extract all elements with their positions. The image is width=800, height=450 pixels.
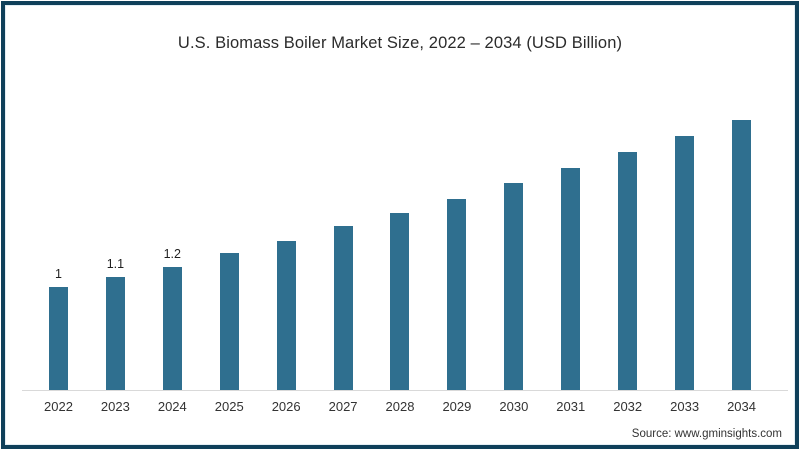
bar <box>561 168 581 390</box>
bar <box>276 241 296 390</box>
x-axis-tick-label: 2025 <box>214 399 244 414</box>
bar <box>105 277 125 390</box>
bar <box>732 120 752 390</box>
bar <box>390 213 410 390</box>
bar-column: 2030 <box>485 100 542 414</box>
bar-value-label: 1.2 <box>163 247 181 261</box>
x-axis-tick-label: 2022 <box>44 399 73 414</box>
x-axis-tick-label: 2031 <box>556 399 586 414</box>
bar-column: 2032 <box>599 100 656 414</box>
bar-column: 2025 <box>201 100 258 414</box>
x-axis-tick-label: 2023 <box>100 399 130 414</box>
bar-column: 1.1 2023 <box>87 100 144 414</box>
bar-column: 2033 <box>656 100 713 414</box>
bar-column: 2026 <box>258 100 315 414</box>
bar <box>618 152 638 390</box>
bar <box>162 267 182 390</box>
x-axis-tick-label: 2034 <box>727 399 756 414</box>
x-axis-tick-label: 2028 <box>385 399 415 414</box>
x-axis-tick-label: 2026 <box>271 399 301 414</box>
x-axis-tick-label: 2032 <box>613 399 643 414</box>
bar <box>504 183 524 390</box>
bar-column: 2028 <box>372 100 429 414</box>
bar-column: 2031 <box>542 100 599 414</box>
plot-area: 1 2022 1.1 2023 1.2 2024 2025 2026 2027 2028 2029 2… <box>30 100 770 414</box>
bar-column: 1 2022 <box>30 100 87 414</box>
bar-column: 1.2 2024 <box>144 100 201 414</box>
x-axis-tick-label: 2030 <box>499 399 529 414</box>
bar <box>333 226 353 390</box>
x-axis-tick-label: 2027 <box>328 399 358 414</box>
bar <box>447 199 467 390</box>
bar <box>675 136 695 390</box>
chart-title: U.S. Biomass Boiler Market Size, 2022 – … <box>177 34 623 52</box>
source-attribution: Source: www.gminsights.com <box>631 428 782 440</box>
x-axis-tick-label: 2029 <box>442 399 472 414</box>
bar-column: 2027 <box>315 100 372 414</box>
bar-column: 2029 <box>428 100 485 414</box>
bar-value-label: 1 <box>54 267 62 281</box>
bar <box>219 253 239 390</box>
x-axis-tick-label: 2024 <box>157 399 187 414</box>
bar <box>48 287 68 390</box>
x-axis-tick-label: 2033 <box>670 399 700 414</box>
bar-value-label: 1.1 <box>106 257 125 271</box>
bar-column: 2034 <box>713 100 770 414</box>
x-axis-line <box>22 390 788 391</box>
